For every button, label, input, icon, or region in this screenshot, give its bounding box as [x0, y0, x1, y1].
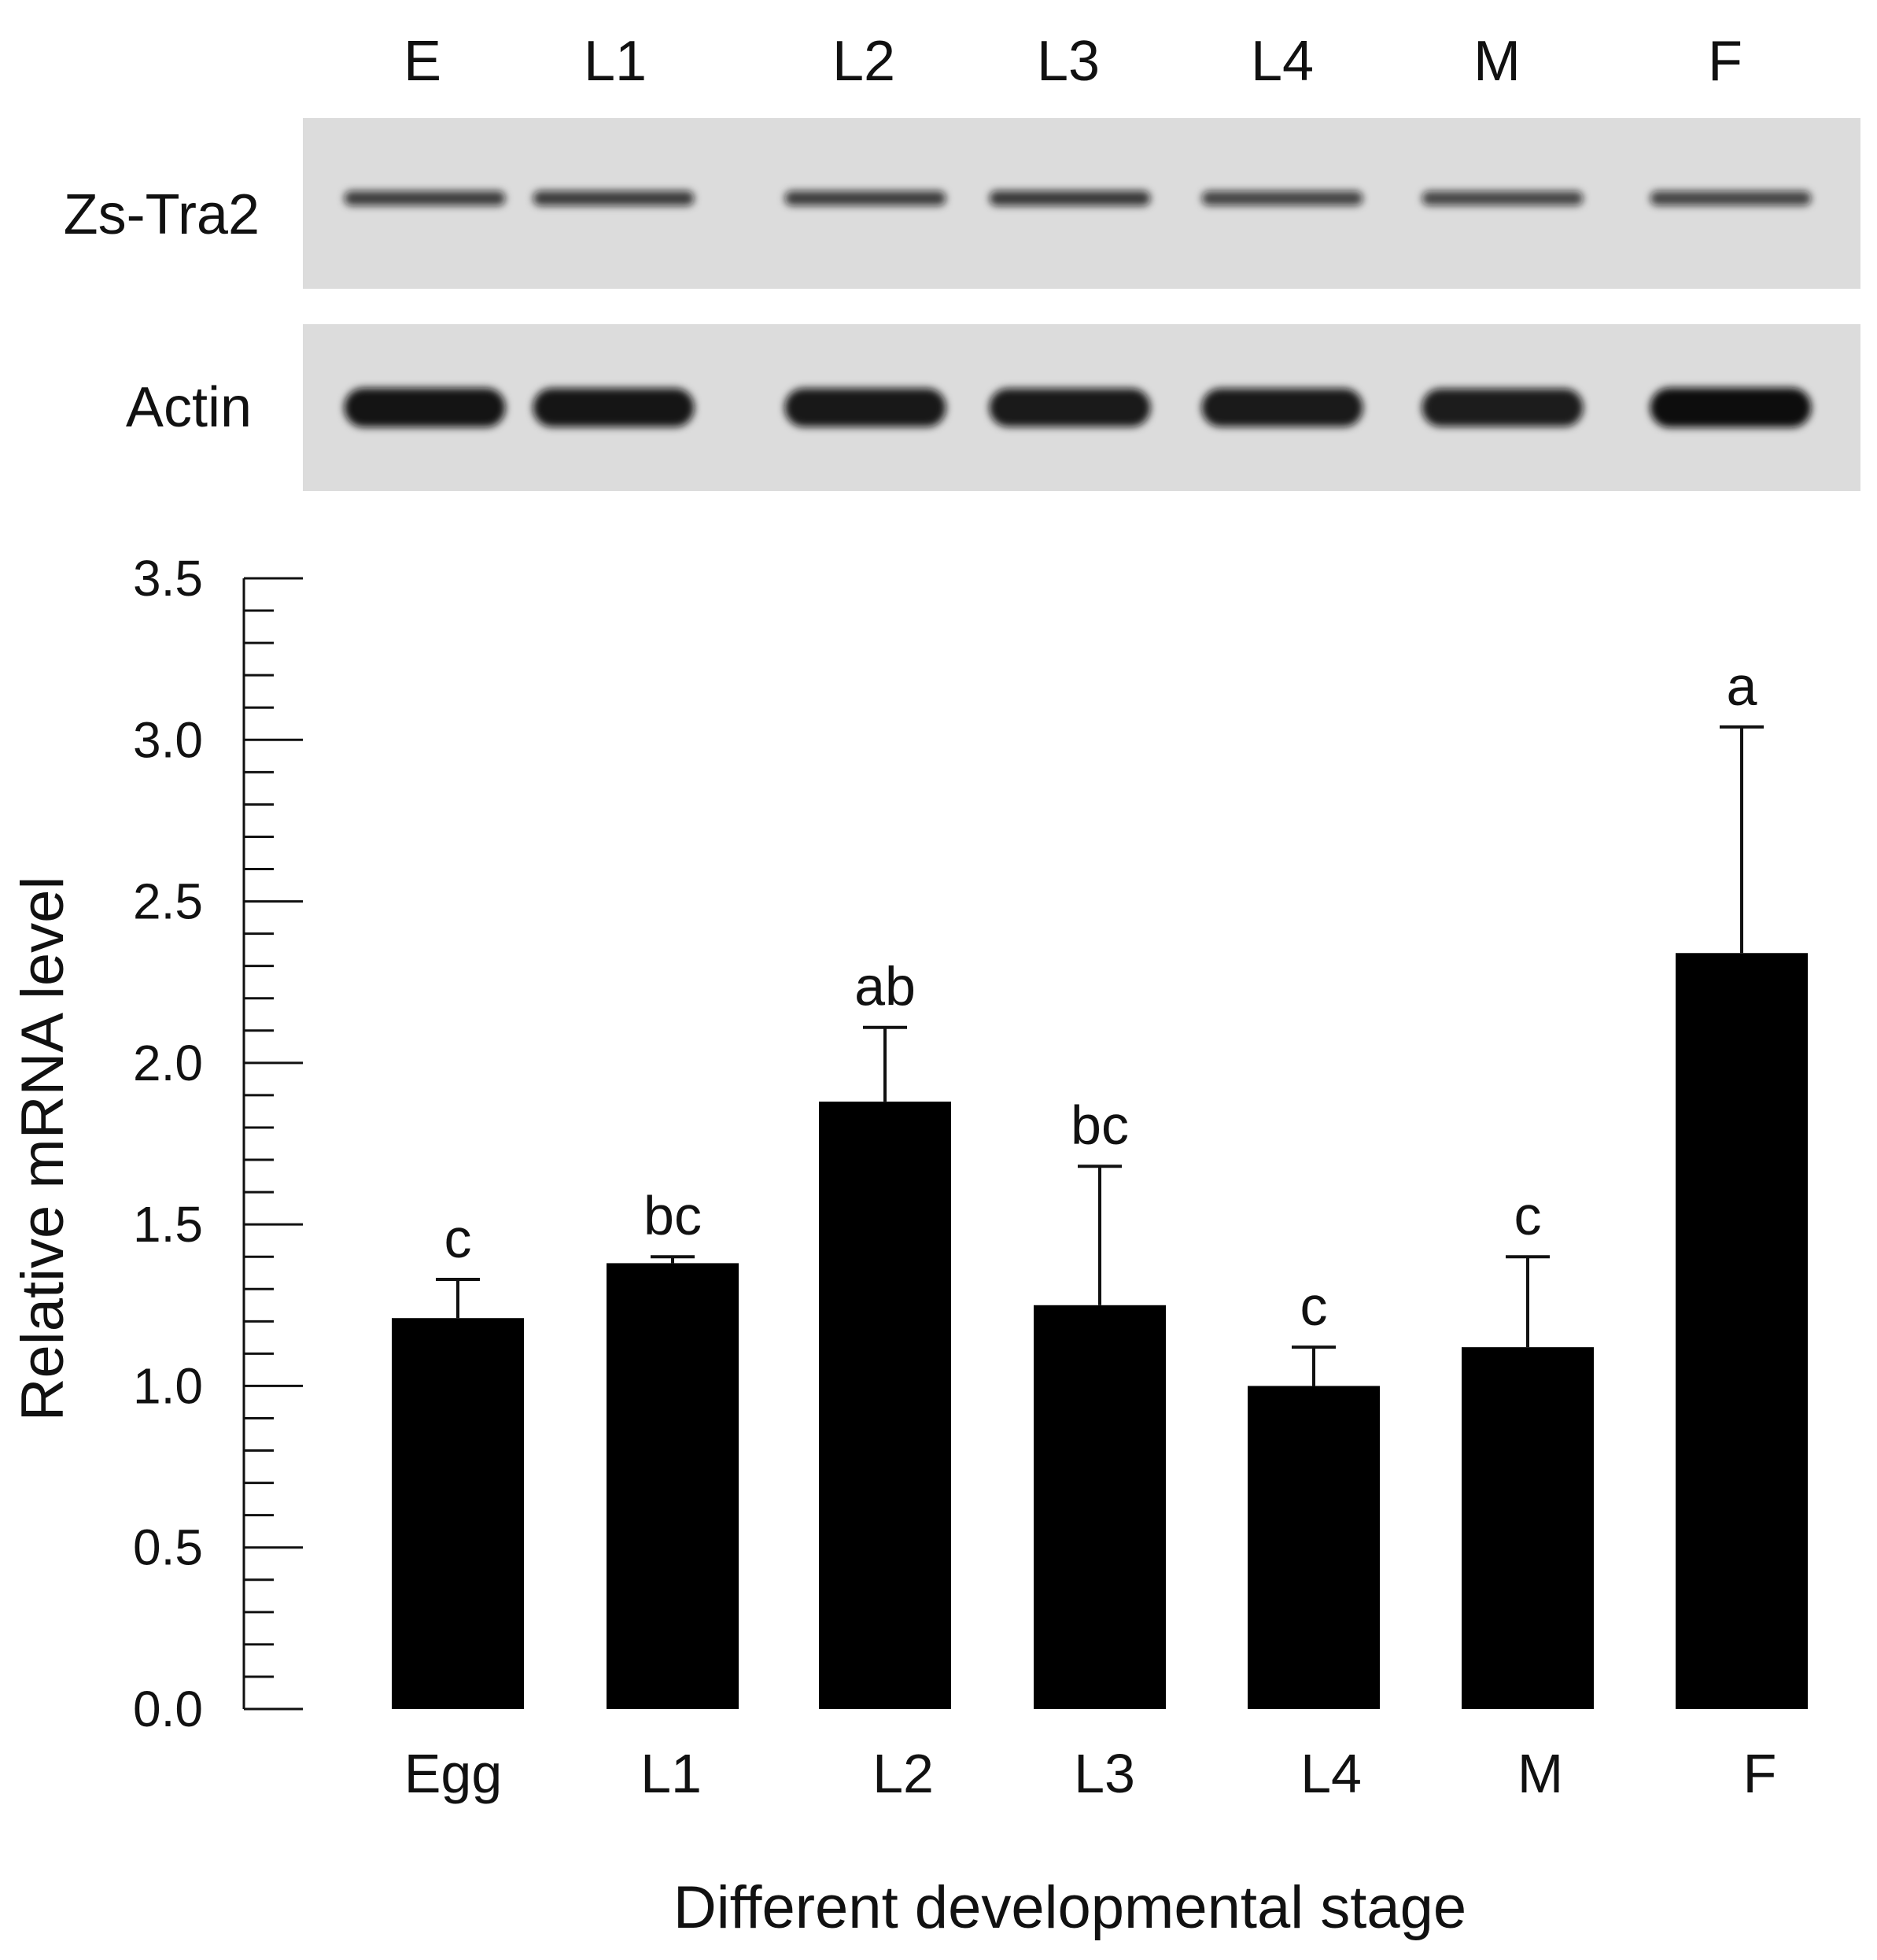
x-tick-label-l2: L2 [872, 1743, 934, 1804]
y-tick-label: 1.5 [133, 1196, 203, 1253]
gel-lane-label-l2: L2 [832, 30, 895, 93]
significance-label-l3: bc [1071, 1094, 1129, 1156]
bar-l4 [1248, 1386, 1380, 1709]
gel-lane-label-l3: L3 [1037, 30, 1100, 93]
gel-lane-labels: E L1 L2 L3 L4 M F [404, 30, 1742, 93]
significance-label-egg: c [444, 1208, 472, 1269]
significance-label-l2: ab [854, 956, 916, 1017]
gel-band-zs-tra2-l2 [784, 190, 946, 206]
bar-l3 [1034, 1305, 1166, 1709]
x-tick-label-m: M [1517, 1743, 1563, 1804]
y-tick-label: 3.5 [133, 550, 203, 607]
y-tick-label: 1.0 [133, 1357, 203, 1414]
bar-l1 [607, 1263, 739, 1709]
gel-band-actin-m [1422, 388, 1584, 427]
y-axis: 0.0 0.5 1.0 1.5 2.0 2.5 3.0 3.5 [133, 550, 303, 1737]
y-axis-title: Relative mRNA level [9, 877, 76, 1422]
gel-bands [344, 190, 1812, 428]
gel-band-zs-tra2-l3 [989, 190, 1151, 206]
bar-egg [392, 1318, 524, 1709]
error-bars [436, 725, 1764, 1386]
gel-row-label-actin: Actin [126, 376, 252, 439]
significance-label-l4: c [1300, 1275, 1328, 1337]
bar-m [1462, 1347, 1594, 1709]
gel-band-zs-tra2-f [1650, 190, 1812, 206]
gel-band-actin-l3 [989, 388, 1151, 427]
bars [392, 953, 1808, 1709]
x-tick-label-egg: Egg [404, 1743, 503, 1804]
significance-label-l1: bc [643, 1185, 702, 1246]
gel-lane-label-l4: L4 [1251, 30, 1314, 93]
x-tick-label-f: F [1743, 1743, 1777, 1804]
y-tick-label: 2.0 [133, 1035, 203, 1091]
significance-labels: c bc ab bc c c a [444, 655, 1757, 1337]
gel-lane-label-l1: L1 [584, 30, 647, 93]
gel-band-zs-tra2-m [1422, 190, 1584, 206]
gel-lane-label-m: M [1473, 30, 1521, 93]
gel-lane-label-e: E [404, 30, 441, 93]
y-tick-label: 3.0 [133, 711, 203, 768]
significance-label-m: c [1514, 1185, 1542, 1246]
x-axis-title: Different developmental stage [673, 1874, 1466, 1941]
bar-chart: 0.0 0.5 1.0 1.5 2.0 2.5 3.0 3.5 c bc ab bc c c a Egg L… [9, 550, 1808, 1941]
gel-lane-label-f: F [1708, 30, 1742, 93]
x-tick-labels: Egg L1 L2 L3 L4 M F [404, 1743, 1777, 1804]
y-tick-label: 0.0 [133, 1681, 203, 1737]
x-tick-label-l4: L4 [1300, 1743, 1362, 1804]
gel-band-actin-l1 [533, 388, 695, 427]
gel-band-zs-tra2-e [344, 190, 506, 206]
bar-f [1676, 953, 1808, 1709]
gel-band-actin-l4 [1201, 388, 1363, 427]
gel-band-actin-l2 [784, 388, 946, 427]
gel-band-actin-e [344, 388, 506, 427]
y-tick-label: 0.5 [133, 1519, 203, 1576]
gel-band-zs-tra2-l4 [1201, 190, 1363, 206]
gel-row-label-zs-tra2: Zs-Tra2 [64, 183, 260, 246]
gel-band-zs-tra2-l1 [533, 190, 695, 206]
x-tick-label-l3: L3 [1074, 1743, 1135, 1804]
bar-l2 [819, 1102, 951, 1709]
y-tick-label: 2.5 [133, 873, 203, 930]
significance-label-f: a [1727, 655, 1757, 717]
x-tick-label-l1: L1 [640, 1743, 702, 1804]
gel-band-actin-f [1650, 387, 1812, 428]
